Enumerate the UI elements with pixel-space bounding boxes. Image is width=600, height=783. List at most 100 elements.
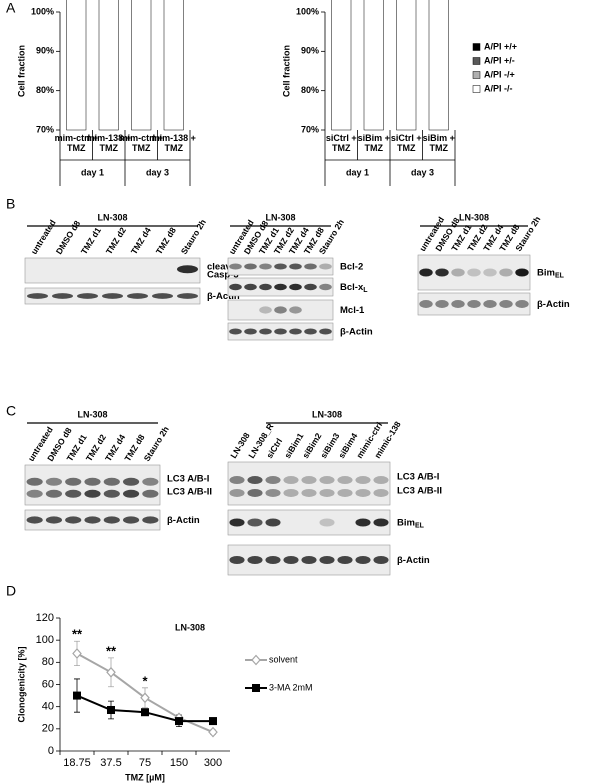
legend-swatch	[472, 43, 481, 51]
legend-swatch	[472, 57, 481, 65]
x-tick-label: mim-138 + TMZ	[151, 133, 196, 153]
blot-band	[247, 488, 263, 497]
x-tick-label: 37.5	[100, 757, 121, 769]
blot-band	[319, 283, 332, 291]
category-label-box: siBim + TMZ	[423, 133, 455, 153]
blot-band	[499, 268, 513, 277]
legend-label: A/PI -/-	[484, 83, 513, 93]
blot-band	[265, 518, 281, 527]
band-label: Bcl-2	[340, 261, 363, 272]
blot-band	[27, 293, 48, 299]
blot-band	[265, 476, 281, 485]
y-tick-label: 70%	[301, 124, 319, 134]
blot-band	[451, 300, 465, 308]
blot-band	[483, 268, 497, 277]
blot-band	[435, 268, 449, 277]
lane-label: TMZ d1	[79, 225, 103, 256]
blot-band	[65, 489, 82, 498]
lane-label: TMZ d8	[154, 225, 178, 256]
lane-label: Stauro 2h	[179, 218, 208, 257]
x-tick-label: mim-ctrl + TMZ	[54, 133, 98, 153]
blot-band	[103, 489, 120, 498]
y-tick-label: 120	[36, 612, 54, 624]
blot-band	[26, 477, 43, 486]
bar-segment	[131, 0, 152, 131]
blot-band	[247, 518, 263, 527]
blot-band	[259, 306, 272, 314]
marker	[175, 717, 183, 726]
blot-band	[419, 268, 433, 277]
blot-band	[247, 476, 263, 485]
blot-band	[467, 300, 481, 308]
blot-band	[355, 556, 371, 564]
blot-band	[122, 489, 140, 498]
lane-label: TMZ d2	[104, 225, 128, 256]
x-tick-label: mim-138 + TMZ	[86, 133, 131, 153]
blot-band	[229, 328, 242, 335]
blot-band	[122, 516, 140, 524]
blot-band	[373, 488, 389, 497]
blot-band	[483, 300, 497, 308]
blot-band	[45, 516, 63, 524]
bar-segment	[363, 0, 384, 131]
band-label: cleaved	[207, 261, 242, 272]
blot-band	[319, 488, 335, 497]
blot-band	[301, 476, 317, 485]
blot-band	[467, 268, 481, 277]
blot-band	[289, 263, 302, 270]
cell-line-label: LN-308	[312, 409, 342, 419]
group-label: day 1	[81, 167, 104, 177]
band-label: Casp-3	[207, 269, 239, 280]
blot-band	[265, 488, 281, 497]
blot-band	[319, 263, 332, 270]
blot-band	[229, 556, 245, 564]
group-label: day 3	[146, 167, 169, 177]
band-label-text: LC3 A/B-II	[167, 486, 212, 497]
marker	[141, 708, 149, 717]
blot-band	[274, 263, 287, 270]
blot-band	[283, 556, 299, 564]
bar-segment	[66, 0, 87, 131]
significance-label: *	[142, 673, 148, 688]
panel-label: D	[6, 583, 16, 599]
y-tick-label: 100	[36, 634, 54, 646]
y-tick-label: 0	[48, 745, 54, 757]
blot-band	[319, 476, 335, 485]
legend-swatch	[472, 85, 481, 93]
legend-marker	[252, 684, 260, 692]
blot-band	[419, 300, 433, 308]
y-tick-label: 90%	[36, 46, 54, 56]
lane-label: Stauro 2h	[142, 425, 171, 464]
blot-band	[229, 476, 245, 485]
legend-marker	[251, 654, 261, 666]
blot-band	[301, 488, 317, 497]
band-label-subscript: EL	[555, 273, 565, 280]
blot-band	[26, 489, 43, 498]
blot-band	[229, 518, 245, 527]
y-tick-label: 20	[42, 723, 54, 735]
blot-band	[65, 516, 82, 524]
blot-band	[373, 518, 389, 527]
blot-band	[319, 328, 332, 335]
legend-label: 3-MA 2mM	[269, 682, 313, 692]
band-label-text: Bim	[397, 517, 415, 528]
panel-label: A	[6, 0, 16, 16]
band-label: β-Actin	[397, 555, 430, 566]
blot-band	[289, 328, 302, 335]
blot-band	[65, 477, 82, 486]
blot-band	[355, 476, 371, 485]
blot-band	[77, 293, 98, 299]
blot-band	[337, 556, 353, 564]
blot-band	[142, 489, 159, 498]
band-label: β-Actin	[340, 326, 373, 337]
band-label-subscript: EL	[415, 523, 425, 530]
y-tick-label: 80	[42, 656, 54, 668]
category-label-box: siCtrl + TMZ	[391, 133, 422, 153]
panel-label: C	[6, 403, 16, 419]
y-tick-label: 90%	[301, 46, 319, 56]
y-axis-label: Cell fraction	[281, 45, 291, 97]
x-tick-label: siBim + TMZ	[357, 133, 390, 153]
blot-strip	[24, 257, 201, 284]
band-label: LC3 A/B-II	[397, 485, 442, 496]
